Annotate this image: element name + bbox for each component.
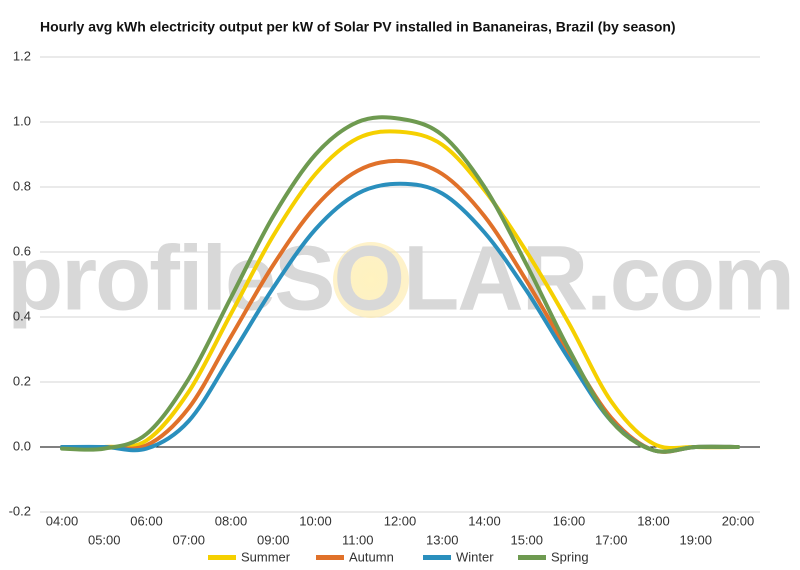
- watermark: profileSOLAR.com: [7, 227, 793, 329]
- x-tick-label: 12:00: [384, 513, 417, 528]
- legend-swatch: [208, 555, 236, 560]
- x-tick-label: 14:00: [468, 513, 501, 528]
- x-tick-label: 10:00: [299, 513, 332, 528]
- chart-title: Hourly avg kWh electricity output per kW…: [40, 19, 676, 35]
- watermark-sun: [333, 242, 409, 318]
- plot: [60, 115, 740, 454]
- grid: [40, 56, 760, 513]
- x-tick-label: 18:00: [637, 513, 670, 528]
- y-tick-label: 1.2: [13, 48, 31, 63]
- legend-swatch: [423, 555, 451, 560]
- x-tick-label: 07:00: [172, 532, 205, 547]
- x-tick-label: 05:00: [88, 532, 121, 547]
- x-tick-label: 06:00: [130, 513, 163, 528]
- x-tick-label: 19:00: [679, 532, 712, 547]
- legend-label: Autumn: [349, 549, 394, 564]
- x-tick-label: 16:00: [553, 513, 586, 528]
- legend-label: Winter: [456, 549, 494, 564]
- y-tick-label: 0.2: [13, 373, 31, 388]
- x-tick-label: 15:00: [510, 532, 543, 547]
- x-tick-label: 13:00: [426, 532, 459, 547]
- y-tick-label: 0.8: [13, 178, 31, 193]
- x-tick-label: 08:00: [215, 513, 248, 528]
- y-tick-label: -0.2: [9, 503, 31, 518]
- x-tick-label: 20:00: [722, 513, 755, 528]
- legend-swatch: [518, 555, 546, 560]
- legend-label: Summer: [241, 549, 291, 564]
- series-line: [60, 129, 740, 451]
- series-line: [60, 158, 740, 454]
- y-tick-label: 0.4: [13, 308, 31, 323]
- y-tick-label: 1.0: [13, 113, 31, 128]
- legend-swatch: [316, 555, 344, 560]
- series-line: [60, 115, 740, 454]
- legend-label: Spring: [551, 549, 589, 564]
- x-tick-label: 17:00: [595, 532, 628, 547]
- x-tick-label: 11:00: [342, 532, 374, 547]
- y-tick-label: 0.0: [13, 438, 31, 453]
- y-tick-label: 0.6: [13, 243, 31, 258]
- x-tick-label: 04:00: [46, 513, 79, 528]
- x-tick-label: 09:00: [257, 532, 290, 547]
